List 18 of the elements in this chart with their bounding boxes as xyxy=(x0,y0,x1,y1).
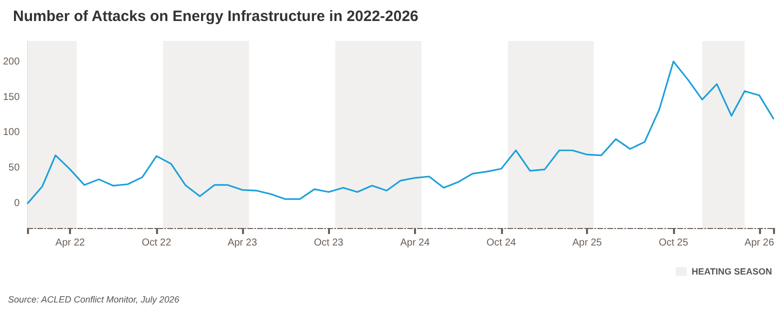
y-tick-label: 150 xyxy=(2,92,20,103)
x-tick-label: Apr 23 xyxy=(228,238,258,248)
legend-label: HEATING SEASON xyxy=(692,266,772,276)
x-tick-label: Oct 25 xyxy=(658,238,689,248)
x-tick-label: Apr 22 xyxy=(55,238,86,248)
line-series xyxy=(26,60,774,204)
y-tick-label: 100 xyxy=(2,127,20,138)
chart-title: Number of Attacks on Energy Infrastructure in 2022-2026 xyxy=(13,8,418,25)
y-tick-label: 0 xyxy=(14,198,20,209)
x-tick-label: Apr 26 xyxy=(744,238,774,248)
x-tick-label: Apr 25 xyxy=(572,238,602,248)
x-tick-label: Apr 24 xyxy=(400,238,430,248)
x-tick-label: Oct 24 xyxy=(486,238,516,248)
source-note: Source: ACLED Conflict Monitor, July 2026 xyxy=(8,294,180,304)
y-tick-label: 50 xyxy=(8,162,20,174)
x-tick-label: Oct 23 xyxy=(314,238,344,248)
x-tick-label: Oct 22 xyxy=(142,238,172,248)
y-tick-label: 200 xyxy=(2,56,20,68)
